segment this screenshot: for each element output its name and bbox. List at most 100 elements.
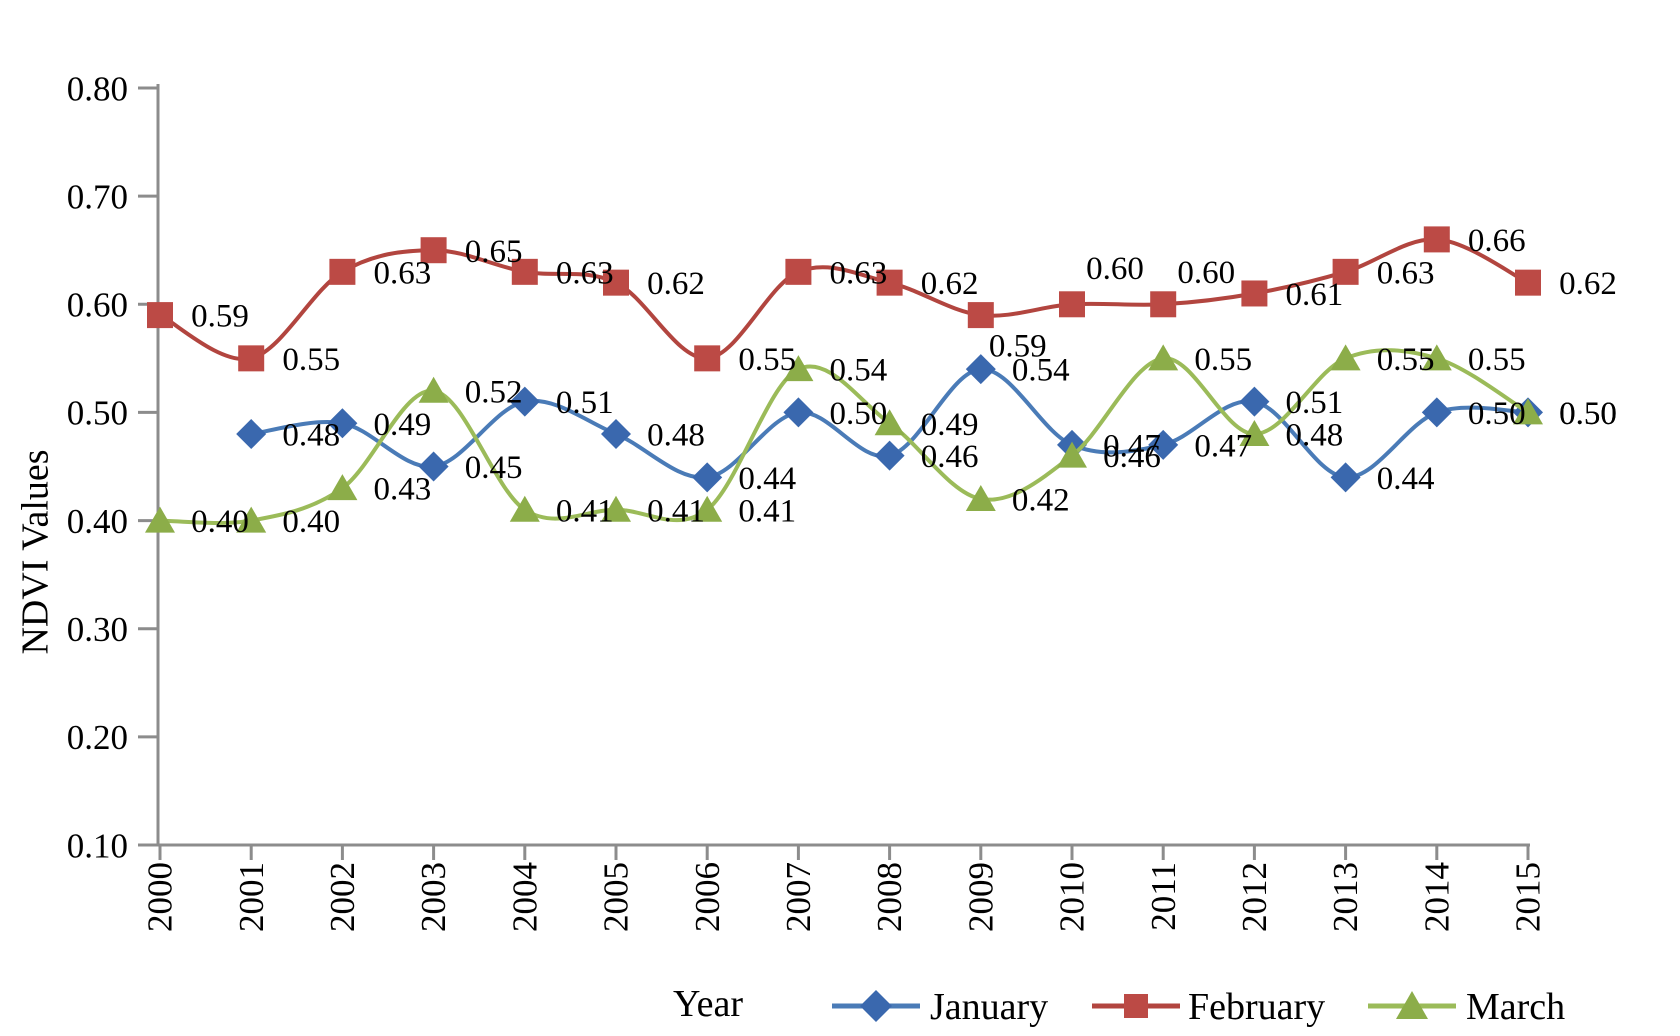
y-tick-label: 0.30 [67,610,128,649]
march-triangle-marker [783,355,814,382]
data-label: 0.61 [1286,277,1344,313]
january-diamond-marker [1148,429,1179,460]
february-square-marker [511,258,538,285]
march-triangle-marker [965,484,996,511]
x-tick-label: 2008 [870,862,909,932]
x-tick-label: 2007 [779,862,818,932]
data-label: 0.48 [282,418,340,454]
march-triangle-marker [145,506,175,533]
legend-march-label: March [1466,986,1565,1028]
data-label: 0.52 [465,374,523,410]
data-label: 0.46 [1103,439,1161,475]
january-diamond-marker [692,462,723,493]
february-square-marker [147,302,173,329]
data-label: 0.62 [1559,266,1617,302]
march-triangle-marker [874,409,905,436]
data-label: 0.40 [191,504,249,540]
march-triangle-marker [1330,344,1361,371]
data-label: 0.63 [374,255,432,291]
series-march [145,344,1543,533]
february-square-marker [603,269,629,296]
x-tick-label: 2013 [1326,862,1365,932]
january-diamond-marker [965,354,996,385]
series-line-february [158,237,1530,362]
data-label: 0.44 [1377,461,1435,497]
february-square-marker [1059,291,1085,318]
y-tick-label: 0.80 [67,69,128,108]
data-label: 0.47 [1194,428,1252,464]
january-diamond-marker [601,419,631,450]
data-label: 0.54 [830,353,888,389]
january-diamond-marker [1239,386,1270,417]
y-tick-label: 0.70 [67,177,128,216]
legend-january-diamond-icon [860,990,892,1022]
february-square-marker [1515,269,1541,296]
data-label: 0.55 [282,342,340,378]
february-square-marker [1332,258,1359,285]
march-triangle-marker [509,495,540,522]
march-triangle-marker [1513,398,1543,425]
data-label: 0.43 [374,472,432,508]
march-triangle-marker [1148,344,1179,371]
march-triangle-marker [692,495,723,522]
y-tick-label: 0.50 [67,394,128,433]
legend-item-march: March [1368,986,1565,1028]
march-triangle-marker [327,474,358,501]
march-triangle-marker [1057,441,1087,468]
february-square-marker [238,345,265,372]
data-label: 0.48 [1286,418,1344,454]
march-triangle-marker [236,506,267,533]
data-label: 0.51 [556,385,614,421]
data-label: 0.60 [1086,251,1144,287]
february-square-marker [785,258,812,285]
data-label: 0.49 [921,407,979,443]
legend-item-january: January [832,986,1048,1028]
january-diamond-marker [509,386,540,417]
february-square-marker [694,345,721,372]
x-axis-title: Year [673,983,743,1025]
january-diamond-marker [874,440,905,471]
x-tick-label: 2000 [141,862,180,932]
data-label: 0.50 [830,396,888,432]
y-tick-label: 0.60 [67,286,128,325]
data-label: 0.54 [1012,353,1070,389]
data-label: 0.62 [647,266,705,302]
data-label: 0.59 [989,329,1047,365]
february-square-marker [876,269,903,296]
y-axis-title: NDVI Values [14,449,56,654]
data-label: 0.45 [465,450,523,486]
legend-february-square-icon [1124,994,1148,1018]
february-square-marker [420,237,447,264]
march-triangle-marker [1421,344,1452,371]
legend: January February March [832,986,1565,1028]
y-tick-label: 0.10 [67,826,128,865]
x-tick-label: 2011 [1144,862,1183,931]
series-january [236,354,1543,493]
february-square-marker [329,258,356,285]
data-label: 0.55 [1194,342,1252,378]
data-label: 0.42 [1012,482,1070,518]
legend-item-february: February [1092,986,1325,1028]
x-tick-label: 2015 [1509,862,1548,932]
february-square-marker [1423,226,1450,253]
y-tick-label: 0.20 [67,718,128,757]
data-label: 0.44 [738,461,796,497]
data-label: 0.41 [647,493,705,529]
x-tick-label: 2003 [414,862,453,932]
data-label: 0.65 [465,234,523,270]
x-tick-label: 2002 [323,862,362,932]
data-label: 0.41 [556,493,614,529]
data-label: 0.51 [1286,385,1344,421]
january-diamond-marker [418,451,449,482]
data-label: 0.55 [1468,342,1526,378]
x-tick-label: 2010 [1053,862,1092,932]
data-label: 0.63 [830,255,888,291]
march-triangle-marker [601,495,631,522]
february-square-marker [1150,291,1177,318]
january-diamond-marker [783,397,814,428]
x-tick-label: 2009 [961,862,1000,932]
legend-march-triangle-icon [1396,991,1428,1019]
january-diamond-marker [236,419,267,450]
